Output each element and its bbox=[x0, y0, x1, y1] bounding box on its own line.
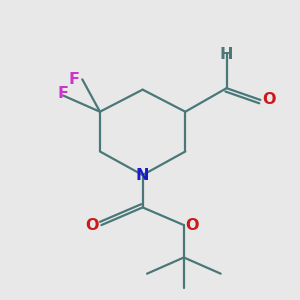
Text: O: O bbox=[85, 218, 99, 232]
Text: N: N bbox=[136, 167, 149, 182]
Text: O: O bbox=[185, 218, 199, 232]
Text: F: F bbox=[58, 86, 69, 101]
Text: H: H bbox=[220, 47, 233, 62]
Text: O: O bbox=[262, 92, 275, 107]
Text: F: F bbox=[68, 72, 79, 87]
